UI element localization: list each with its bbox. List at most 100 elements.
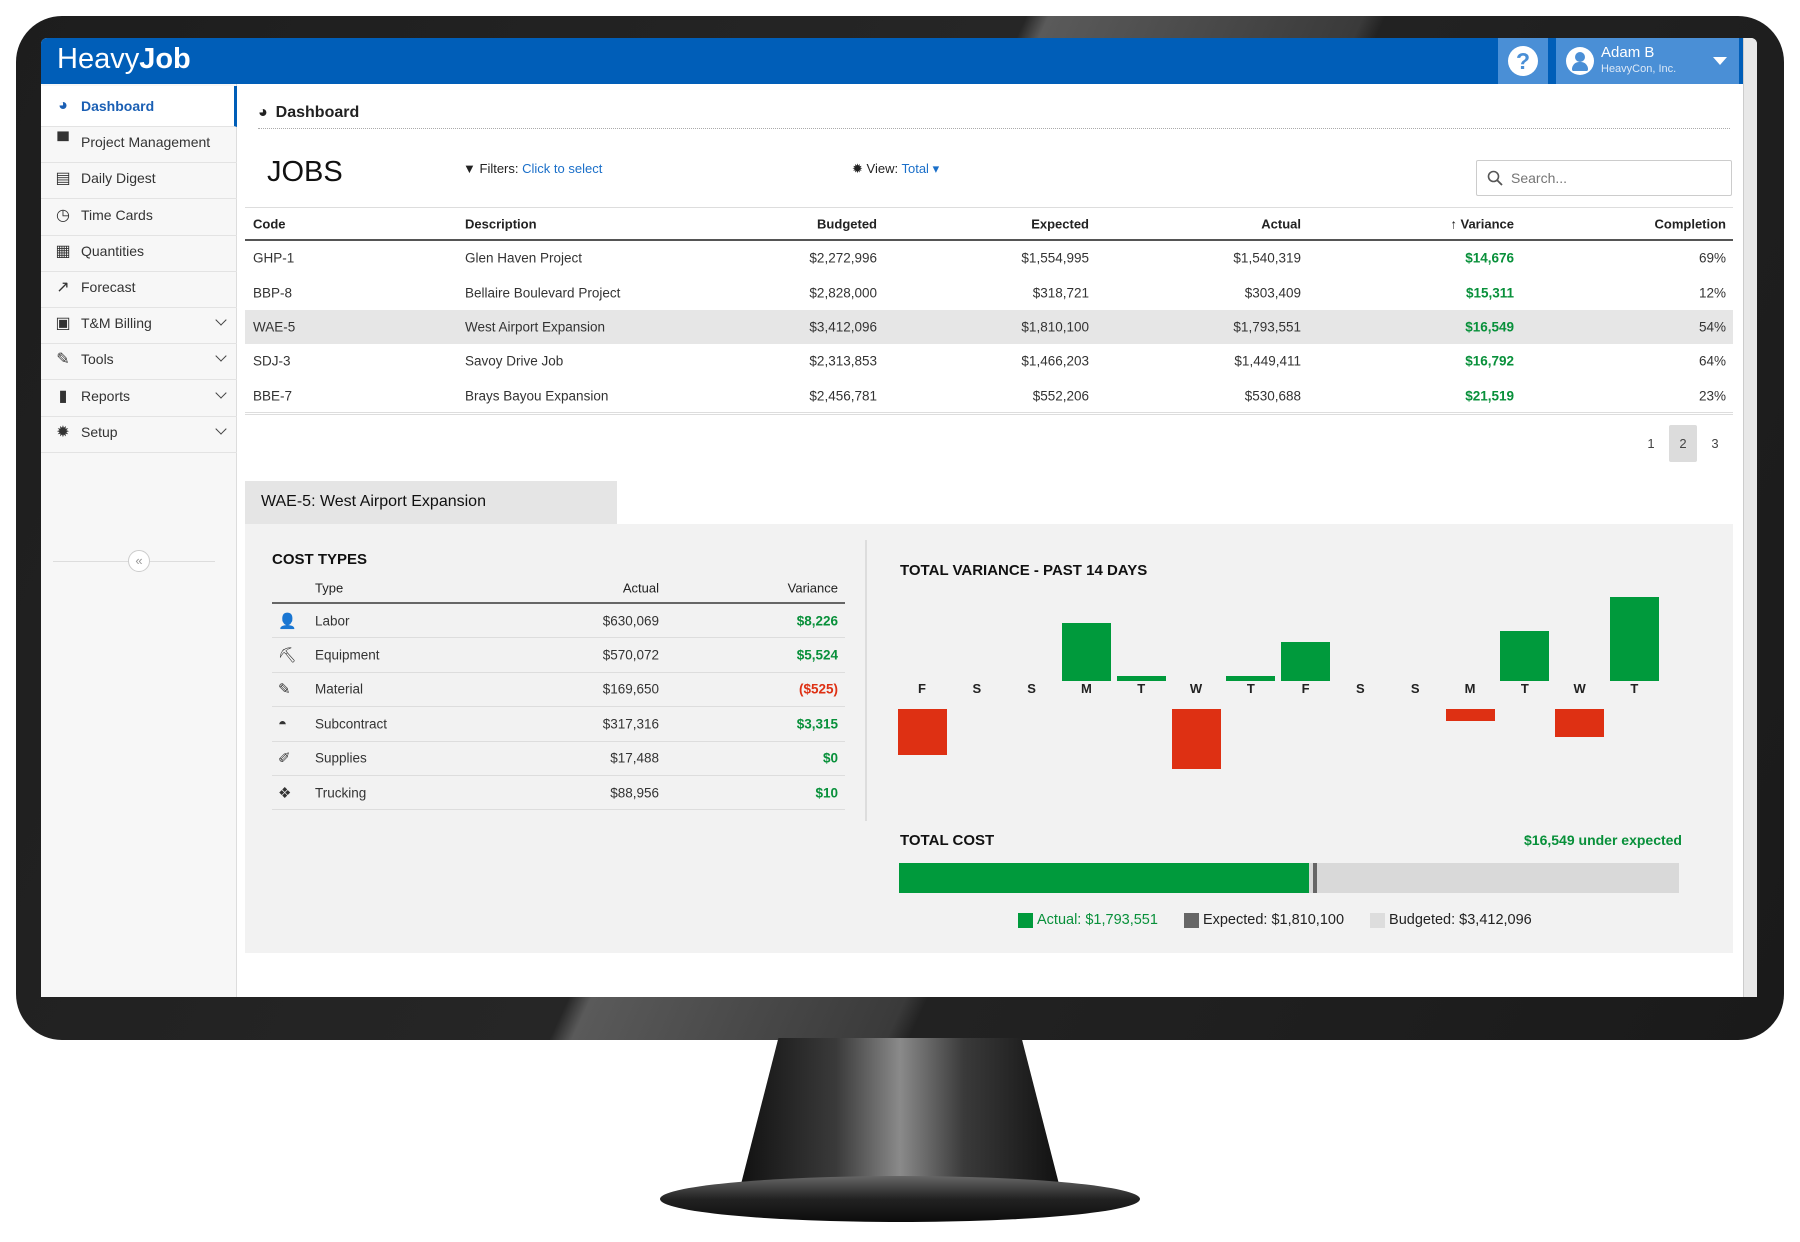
top-bar: HeavyJob ? Adam B HeavyCon, Inc. — [41, 38, 1743, 84]
legend-swatch-expected — [1183, 912, 1199, 928]
sidebar-item-forecast[interactable]: ↗ Forecast — [41, 267, 237, 308]
sidebar-item-daily-digest[interactable]: ▤ Daily Digest — [41, 158, 237, 200]
negative-variance-bar[interactable] — [1171, 709, 1221, 769]
cell-variance: $16,792 — [1465, 353, 1514, 369]
sidebar-item-label: Project Management — [81, 134, 211, 151]
negative-variance-bar[interactable] — [897, 709, 947, 756]
column-header-budgeted[interactable]: Budgeted — [817, 216, 877, 231]
cell-expected: $1,466,203 — [1021, 353, 1089, 369]
variance-header-label: Variance — [1460, 216, 1515, 231]
table-header: Code Description Budgeted Expected Actua… — [245, 208, 1733, 241]
cell-completion: 12% — [1698, 285, 1726, 301]
legend-expected: Expected: $1,810,100 — [1183, 912, 1344, 928]
cell-actual: $303,409 — [1244, 285, 1301, 301]
chevron-down-icon — [215, 386, 227, 399]
cell-budgeted: $2,272,996 — [809, 250, 877, 266]
variance-chart-title: TOTAL VARIANCE - PAST 14 DAYS — [900, 562, 1148, 579]
cell-completion: 64% — [1698, 353, 1726, 369]
person-icon: 👤 — [278, 612, 297, 630]
positive-variance-bar[interactable] — [1226, 676, 1276, 681]
cell-completion: 69% — [1698, 250, 1726, 266]
day-label: M — [1080, 681, 1092, 696]
search-input[interactable] — [1511, 170, 1711, 186]
cell-expected: $318,721 — [1032, 285, 1089, 301]
clock-icon: ◷ — [56, 206, 70, 224]
sidebar-item-setup[interactable]: ✹ Setup — [41, 412, 237, 453]
cost-type-actual: $570,072 — [602, 647, 659, 663]
day-label: W — [1189, 681, 1203, 696]
cost-type-row[interactable]: ✎ Material $169,650 ($525) — [272, 673, 845, 708]
cell-description: Glen Haven Project — [465, 250, 583, 266]
table-row[interactable]: GHP-1 Glen Haven Project $2,272,996 $1,554,… — [245, 241, 1733, 275]
cell-description: Savoy Drive Job — [465, 353, 564, 369]
day-label: S — [1410, 681, 1420, 696]
filters-link[interactable]: Click to select — [522, 161, 603, 176]
table-row[interactable]: BBE-7 Brays Bayou Expansion $2,456,781 $552… — [245, 379, 1733, 413]
table-row[interactable]: SDJ-3 Savoy Drive Job $2,313,853 $1,466,203… — [245, 344, 1733, 378]
app-screen: HeavyJob ? Adam B HeavyCon, Inc. ◕ Dashbo… — [41, 38, 1757, 997]
table-row[interactable]: BBP-8 Bellaire Boulevard Project $2,828,00… — [245, 275, 1733, 309]
sidebar-item-quantities[interactable]: ▦ Quantities — [41, 231, 237, 272]
cell-variance: $16,549 — [1465, 319, 1514, 335]
legend-label-actual: Actual: $1,793,551 — [1037, 912, 1158, 928]
page-3-button[interactable]: 3 — [1711, 436, 1719, 451]
column-header-variance: Variance — [787, 580, 838, 596]
cost-type-row[interactable]: ❖ Trucking $88,956 $10 — [272, 776, 845, 811]
sidebar-item-project-management[interactable]: ▀ Project Management — [41, 122, 237, 164]
sidebar-item-label: Forecast — [81, 279, 136, 295]
cost-type-name: Labor — [315, 613, 350, 629]
cell-code: BBP-8 — [253, 285, 293, 301]
column-header-code[interactable]: Code — [253, 216, 286, 231]
cell-budgeted: $2,828,000 — [809, 285, 877, 301]
legend-budgeted: Budgeted: $3,412,096 — [1370, 912, 1532, 928]
positive-variance-bar[interactable] — [1281, 641, 1331, 681]
sidebar-item-time-cards[interactable]: ◷ Time Cards — [41, 195, 237, 236]
scrollbar[interactable] — [1743, 38, 1757, 997]
column-header-variance[interactable]: ↑ Variance — [1450, 216, 1514, 231]
caret-down-icon — [1713, 57, 1727, 65]
page-1-button[interactable]: 1 — [1647, 436, 1655, 451]
column-header-description[interactable]: Description — [465, 216, 537, 231]
view-dropdown[interactable]: Total ▾ — [901, 161, 940, 176]
cost-type-row[interactable]: 👤 Labor $630,069 $8,226 — [272, 604, 845, 639]
negative-variance-bar[interactable] — [1445, 709, 1495, 721]
legend-label-budgeted: Budgeted: $3,412,096 — [1389, 912, 1532, 928]
cost-type-row[interactable]: ◓ Subcontract $317,316 $3,315 — [272, 707, 845, 742]
cost-type-name: Trucking — [315, 785, 367, 801]
help-button[interactable]: ? — [1498, 38, 1548, 84]
cost-type-row[interactable]: ✐ Supplies $17,488 $0 — [272, 742, 845, 776]
monitor-neck — [740, 1038, 1060, 1188]
positive-variance-bar[interactable] — [1609, 597, 1659, 681]
user-menu[interactable]: Adam B HeavyCon, Inc. — [1556, 38, 1739, 84]
job-detail-tab[interactable]: WAE-5: West Airport Expansion — [245, 481, 617, 525]
sidebar-item-dashboard[interactable]: ◕ Dashboard — [41, 86, 237, 127]
positive-variance-bar[interactable] — [1116, 676, 1166, 681]
day-label: F — [918, 681, 926, 696]
day-label: F — [1301, 681, 1310, 696]
sidebar-item-tools[interactable]: ✎ Tools — [41, 339, 237, 381]
column-header-expected[interactable]: Expected — [1031, 216, 1089, 231]
cell-completion: 54% — [1698, 319, 1726, 335]
sort-arrow-icon: ↑ — [1450, 216, 1457, 231]
table-row[interactable]: WAE-5 West Airport Expansion $3,412,096 $1,… — [245, 309, 1733, 345]
view-selector: ✹ View: Total ▾ — [852, 161, 939, 177]
gear-icon: ✹ — [56, 423, 70, 441]
column-header-completion[interactable]: Completion — [1654, 216, 1727, 231]
gear-icon: ✹ — [852, 161, 863, 176]
positive-variance-bar[interactable] — [1500, 630, 1550, 681]
column-header-actual[interactable]: Actual — [1261, 216, 1301, 231]
sidebar-item-label: Setup — [81, 423, 118, 440]
page-2-button[interactable]: 2 — [1669, 425, 1697, 462]
positive-variance-bar[interactable] — [1061, 622, 1111, 681]
sidebar-item-reports[interactable]: ▮ Reports — [41, 376, 237, 417]
cell-expected: $1,810,100 — [1021, 319, 1089, 335]
collapse-sidebar-button[interactable]: « — [128, 550, 150, 572]
cost-type-row[interactable]: ⛏ Equipment $570,072 $5,524 — [272, 638, 845, 673]
legend-actual: Actual: $1,793,551 — [1018, 912, 1158, 928]
sidebar-item-t-m-billing[interactable]: ▣ T&M Billing — [41, 303, 237, 345]
logo[interactable]: HeavyJob — [57, 43, 191, 76]
cell-budgeted: $3,412,096 — [809, 319, 877, 335]
negative-variance-bar[interactable] — [1555, 709, 1605, 738]
cell-budgeted: $2,313,853 — [809, 353, 877, 369]
column-header-type: Type — [315, 580, 344, 596]
